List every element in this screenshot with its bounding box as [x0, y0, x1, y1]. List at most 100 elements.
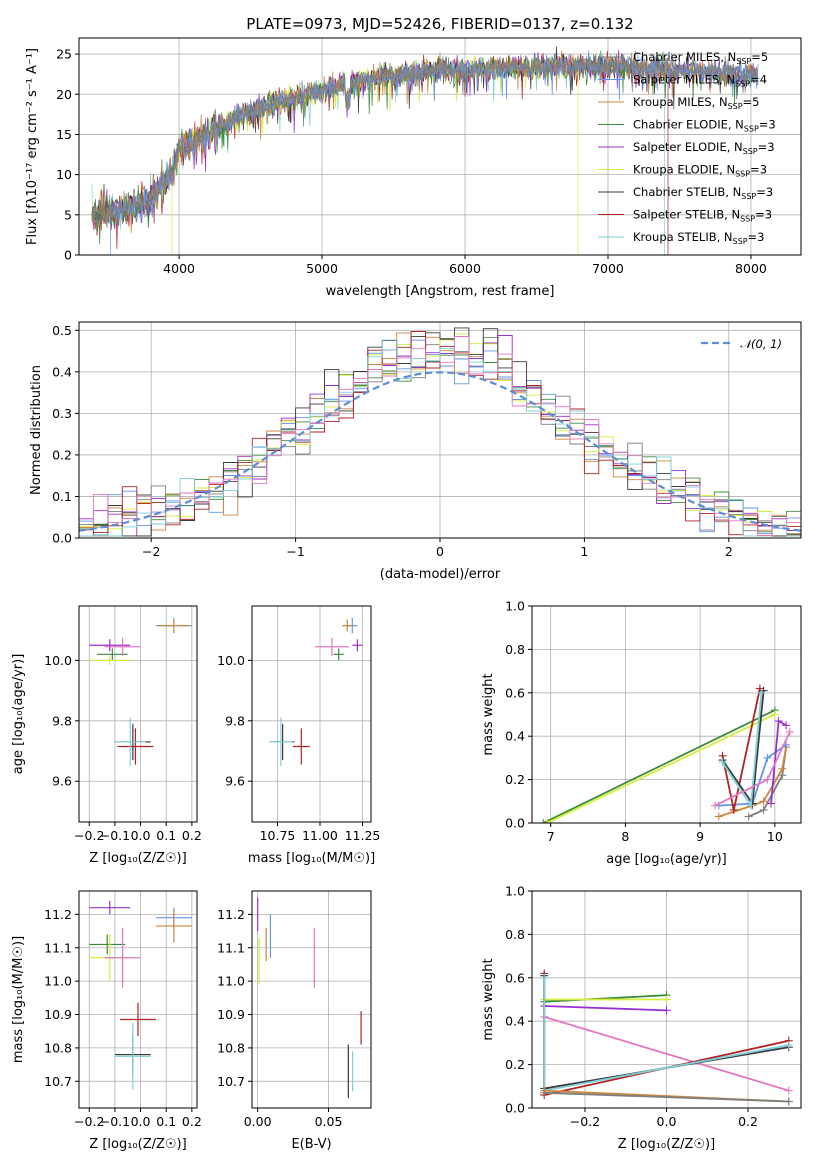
y-tick-label: 10.7	[217, 1074, 245, 1089]
y-tick-label: 0.8	[505, 642, 525, 657]
x-axis-label: E(B-V)	[291, 1137, 331, 1152]
y-tick-label: 0.4	[505, 729, 525, 744]
y-tick-label: 0	[64, 248, 72, 263]
weight-line	[544, 994, 667, 1003]
x-tick-label: 0.0	[131, 828, 151, 843]
weight-line	[544, 1005, 667, 1012]
mass_vs_ebv-panel: 0.00 0.05 10.7 10.8 10.9 11.0 11.1 11.2 E(B-V)	[217, 890, 372, 1152]
plot-area	[89, 618, 192, 767]
error-bar-point	[333, 648, 344, 661]
weight-marker	[714, 812, 723, 821]
x-axis-label: (data-model)/error	[380, 567, 501, 582]
weight-marker	[662, 1006, 671, 1015]
error-bar-point	[89, 655, 131, 665]
spectrum-panel: 4000 5000 6000 7000 8000 0 5 10 15 20 25 wavelength…	[25, 37, 802, 299]
weight-line	[543, 1016, 790, 1092]
weight-marker	[778, 764, 787, 773]
axes-frame	[78, 37, 802, 256]
y-tick-label: 10.7	[44, 1074, 72, 1089]
y-tick-label: 9.6	[52, 774, 72, 789]
y-tick-label: 11.0	[217, 974, 245, 989]
x-tick-label: 8	[621, 829, 629, 844]
x-axis-label: mass [log₁₀(M/M☉)]	[248, 851, 375, 866]
weight-marker	[763, 775, 772, 784]
plot-area	[79, 327, 801, 537]
y-tick-label: 25	[56, 47, 72, 62]
age_vs_mass-panel: 10.75 11.00 11.25 9.6 9.8 10.0 mass [log₁₀(M/M…	[217, 605, 380, 866]
axes-frame	[78, 890, 198, 1109]
spectrum-line	[110, 50, 759, 255]
y-tick-label: 11.2	[217, 907, 245, 922]
y-tick-label: 10.9	[44, 1007, 72, 1022]
weight-marker	[774, 717, 783, 726]
weight-marker	[784, 1086, 793, 1095]
y-tick-label: 0.3	[52, 406, 72, 421]
y-tick-label: 9.6	[225, 774, 245, 789]
y-tick-label: 0.4	[52, 364, 72, 379]
axes-frame	[78, 605, 198, 823]
weight-marker	[785, 727, 794, 736]
legend-entry: Chabrier ELODIE, NSSP=3	[633, 118, 776, 134]
plot-area	[540, 969, 793, 1106]
spectrum-line	[91, 50, 759, 228]
x-tick-label: 0.00	[244, 1114, 272, 1129]
x-tick-label: 7000	[592, 261, 624, 276]
y-tick-label: 11.2	[44, 907, 72, 922]
y-tick-label: 5	[64, 207, 72, 222]
y-axis-label: age [log₁₀(age/yr)]	[11, 654, 26, 775]
x-tick-label: 0.0	[657, 1114, 677, 1129]
y-tick-label: 11.1	[44, 940, 72, 955]
weight-marker	[757, 688, 766, 697]
x-axis-label: wavelength [Angstrom, rest frame]	[326, 284, 555, 299]
y-tick-label: 0.1	[52, 489, 72, 504]
error-bar-point	[158, 619, 190, 632]
error-bar-point	[104, 927, 141, 988]
y-tick-label: 11.0	[44, 974, 72, 989]
y-tick-label: 0.8	[505, 927, 525, 942]
y-tick-label: 0.2	[505, 1057, 525, 1072]
axes-frame	[531, 605, 802, 824]
y-tick-label: 0.2	[52, 447, 72, 462]
axes-frame	[251, 890, 372, 1109]
y-axis-label: mass [log₁₀(M/M☉)]	[11, 936, 26, 1063]
x-tick-label: 1	[580, 544, 588, 559]
weight-line	[546, 713, 776, 823]
y-tick-label: 10.8	[217, 1040, 245, 1055]
y-tick-label: 11.1	[217, 940, 245, 955]
y-tick-label: 20	[56, 87, 72, 102]
weight-marker	[711, 801, 720, 810]
y-tick-label: 0.6	[505, 685, 525, 700]
legend-entry: Chabrier MILES, NSSP=5	[633, 50, 768, 66]
weight-marker	[770, 710, 779, 719]
gridlines	[252, 606, 371, 822]
y-tick-label: 10.9	[217, 1007, 245, 1022]
y-tick-label: 1.0	[505, 599, 525, 614]
plot-area	[89, 901, 192, 1090]
x-tick-label: −2	[142, 544, 160, 559]
x-axis-label: Z [log₁₀(Z/Z☉)]	[89, 1137, 186, 1152]
x-tick-label: −0.2	[74, 1114, 104, 1129]
y-tick-label: 9.8	[225, 713, 245, 728]
histogram-step	[79, 336, 801, 536]
error-bar-point	[352, 639, 363, 652]
y-tick-label: 0.6	[505, 970, 525, 985]
legend-entry: Salpeter MILES, NSSP=4	[633, 73, 767, 89]
weight-marker	[746, 801, 755, 810]
residuals-legend: 𝒩(0, 1)	[701, 337, 782, 351]
y-tick-label: 0.5	[52, 323, 72, 338]
weight-age-panel: 7 8 9 10 0.0 0.2 0.4 0.6 0.8 1.0 age [log₁₀(age/yr…	[481, 599, 802, 867]
x-tick-label: −0.1	[100, 1114, 130, 1129]
x-tick-label: 0.1	[156, 828, 176, 843]
error-bar-point	[104, 637, 141, 656]
weight-Z-panel: −0.2 0.0 0.2 0.0 0.2 0.4 0.6 0.8 1.0 Z [log₁₀(Z/Z…	[481, 884, 802, 1152]
x-tick-label: 10.75	[260, 828, 296, 843]
plot-area	[539, 684, 794, 823]
x-tick-label: 10	[767, 829, 783, 844]
y-tick-label: 0.4	[505, 1014, 525, 1029]
x-tick-label: 0.2	[182, 1114, 202, 1129]
x-tick-label: 8000	[735, 261, 767, 276]
x-tick-label: −0.2	[74, 828, 104, 843]
y-axis-label: mass weight	[481, 958, 496, 1040]
y-tick-label: 10.0	[44, 653, 72, 668]
y-axis-label: mass weight	[481, 673, 496, 755]
